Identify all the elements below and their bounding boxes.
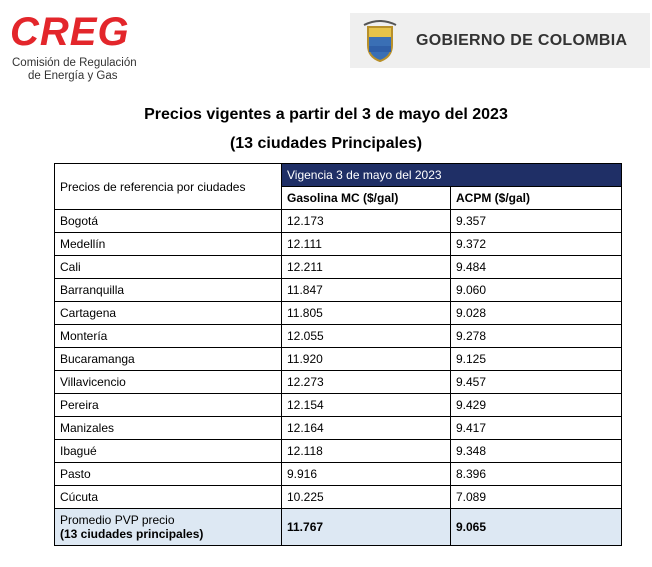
price: 12.118 xyxy=(281,439,451,463)
average-price: 9.065 xyxy=(450,508,622,546)
price: 12.173 xyxy=(281,209,451,233)
city: Cali xyxy=(54,255,282,279)
city: Villavicencio xyxy=(54,370,282,394)
price: 11.847 xyxy=(281,278,451,302)
price: 12.154 xyxy=(281,393,451,417)
price: 9.484 xyxy=(450,255,622,279)
price: 9.060 xyxy=(450,278,622,302)
price: 12.055 xyxy=(281,324,451,348)
price: 9.357 xyxy=(450,209,622,233)
city: Bucaramanga xyxy=(54,347,282,371)
table-row: Bucaramanga 11.920 9.125 xyxy=(54,347,622,371)
table-row: Manizales 12.164 9.417 xyxy=(54,416,622,440)
table-row: Cúcuta 10.225 7.089 xyxy=(54,485,622,509)
price: 7.089 xyxy=(450,485,622,509)
city: Pereira xyxy=(54,393,282,417)
government-banner: GOBIERNO DE COLOMBIA xyxy=(350,13,650,68)
price: 11.920 xyxy=(281,347,451,371)
logo-text: CREG xyxy=(10,10,130,54)
price: 12.164 xyxy=(281,416,451,440)
price: 12.273 xyxy=(281,370,451,394)
price: 9.429 xyxy=(450,393,622,417)
price: 12.211 xyxy=(281,255,451,279)
price: 9.916 xyxy=(281,462,451,486)
price: 9.417 xyxy=(450,416,622,440)
column-header: Gasolina MC ($/gal) xyxy=(281,186,451,210)
price: 11.805 xyxy=(281,301,451,325)
table-row: Cali 12.211 9.484 xyxy=(54,255,622,279)
average-price: 11.767 xyxy=(281,508,451,546)
government-text: GOBIERNO DE COLOMBIA xyxy=(416,32,628,49)
table-row: Barranquilla 11.847 9.060 xyxy=(54,278,622,302)
price: 9.372 xyxy=(450,232,622,256)
price-table: Precios de referencia por ciudades Vigen… xyxy=(54,163,622,546)
city: Ibagué xyxy=(54,439,282,463)
footer-row: Promedio PVP precio (13 ciudades principa… xyxy=(54,508,622,546)
city: Manizales xyxy=(54,416,282,440)
price: 10.225 xyxy=(281,485,451,509)
city: Montería xyxy=(54,324,282,348)
city: Medellín xyxy=(54,232,282,256)
table-row: Pasto 9.916 8.396 xyxy=(54,462,622,486)
city: Pasto xyxy=(54,462,282,486)
footer-label-line: (13 ciudades principales) xyxy=(60,527,204,541)
footer-label-line: Promedio PVP precio xyxy=(60,513,175,527)
price: 9.278 xyxy=(450,324,622,348)
table-row: Montería 12.055 9.278 xyxy=(54,324,622,348)
row-header: Precios de referencia por ciudades xyxy=(54,163,282,210)
city: Cúcuta xyxy=(54,485,282,509)
logo-subtitle: Comisión de Regulación xyxy=(12,57,137,69)
logo-subtitle: de Energía y Gas xyxy=(28,70,118,82)
city: Bogotá xyxy=(54,209,282,233)
table-row: Cartagena 11.805 9.028 xyxy=(54,301,622,325)
city: Barranquilla xyxy=(54,278,282,302)
price: 9.457 xyxy=(450,370,622,394)
price: 8.396 xyxy=(450,462,622,486)
table-row: Medellín 12.111 9.372 xyxy=(54,232,622,256)
footer-label: Promedio PVP precio (13 ciudades principa… xyxy=(54,508,282,546)
column-header: ACPM ($/gal) xyxy=(450,186,622,210)
price: 9.028 xyxy=(450,301,622,325)
price: 9.125 xyxy=(450,347,622,371)
group-header: Vigencia 3 de mayo del 2023 xyxy=(281,163,622,187)
table-row: Pereira 12.154 9.429 xyxy=(54,393,622,417)
price: 9.348 xyxy=(450,439,622,463)
emblem xyxy=(363,20,397,63)
title: Precios vigentes a partir del 3 de mayo … xyxy=(144,106,508,123)
table-row: Ibagué 12.118 9.348 xyxy=(54,439,622,463)
table-row: Villavicencio 12.273 9.457 xyxy=(54,370,622,394)
subtitle: (13 ciudades Principales) xyxy=(229,135,423,152)
city: Cartagena xyxy=(54,301,282,325)
table-row: Bogotá 12.173 9.357 xyxy=(54,209,622,233)
price: 12.111 xyxy=(281,232,451,256)
